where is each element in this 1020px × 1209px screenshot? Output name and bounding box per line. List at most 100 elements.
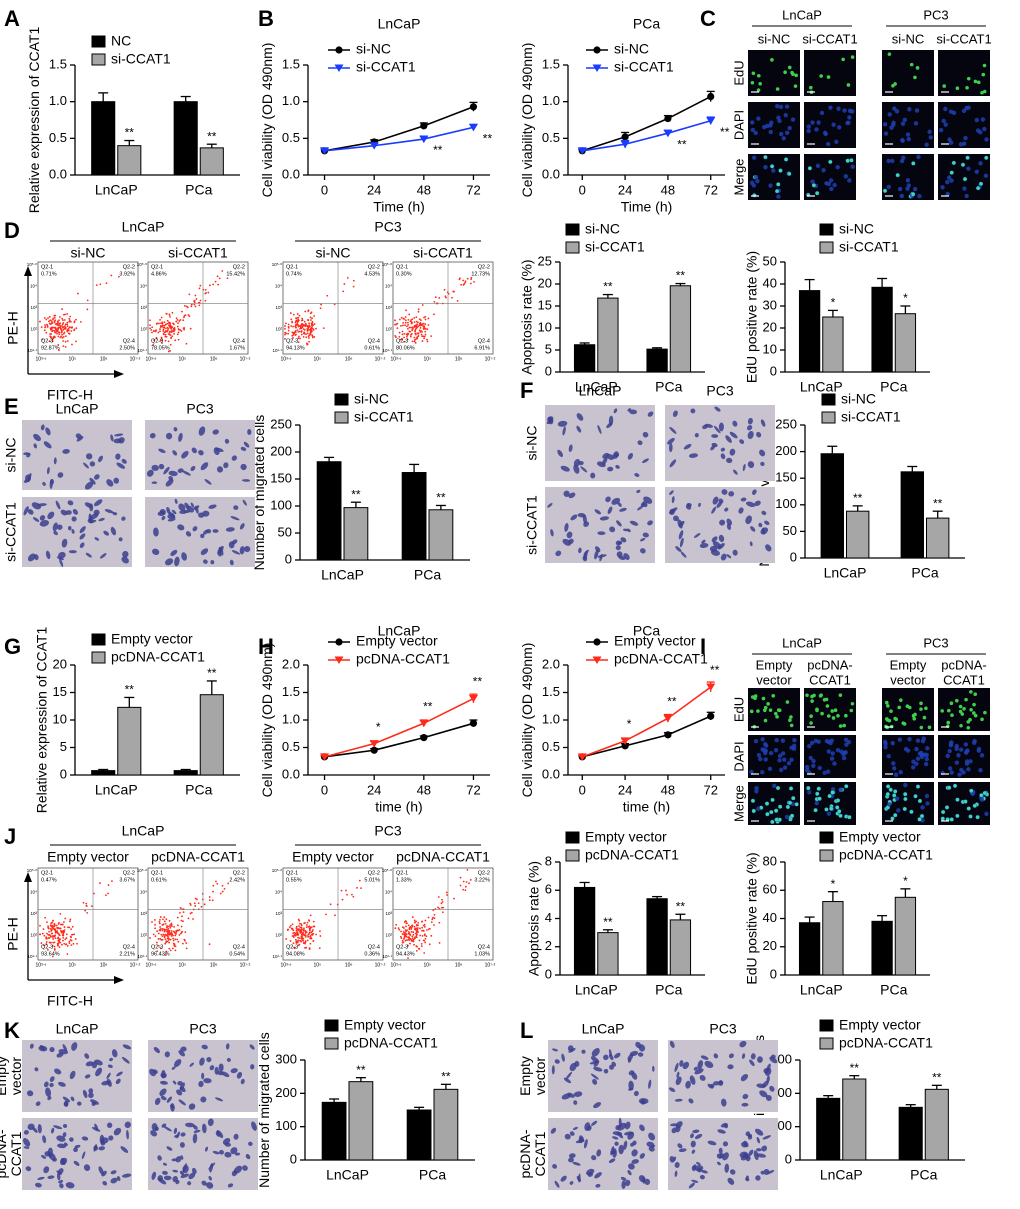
event-dot xyxy=(291,331,294,334)
edu-cell xyxy=(927,725,932,730)
edu-cell xyxy=(765,801,769,806)
stained-cell xyxy=(639,1153,645,1159)
event-dot xyxy=(50,930,53,932)
edu-cell xyxy=(789,715,793,719)
gate-name: Q2-3 xyxy=(151,944,163,950)
stained-cell xyxy=(620,537,627,543)
event-dot xyxy=(291,935,294,937)
arrow-head xyxy=(24,266,32,276)
micrograph xyxy=(804,50,856,96)
legend-label: NC xyxy=(111,33,131,49)
stained-cell xyxy=(200,548,209,556)
edu-cell xyxy=(890,816,895,821)
significance: * xyxy=(903,874,908,888)
event-dot xyxy=(410,319,412,322)
stained-cell xyxy=(49,479,53,489)
stained-cell xyxy=(151,1123,158,1131)
flow-y-tick: 10² xyxy=(275,327,282,332)
event-dot xyxy=(421,323,424,326)
micrograph xyxy=(882,50,934,96)
legend-label: si-CCAT1 xyxy=(585,239,645,255)
stained-cell xyxy=(212,429,219,435)
stained-cell xyxy=(171,1066,176,1070)
stained-cell xyxy=(62,1123,68,1128)
event-dot xyxy=(160,316,163,319)
stained-cell xyxy=(120,1146,129,1153)
column-label: si-CCAT1 xyxy=(802,31,857,46)
event-dot xyxy=(303,320,306,323)
stained-cell xyxy=(190,502,195,508)
edu-cell xyxy=(751,71,756,76)
nucleus xyxy=(883,131,889,136)
event-dot xyxy=(204,288,207,291)
flow-x-tick: 10⁵ xyxy=(179,356,187,362)
stained-cell xyxy=(106,1078,112,1087)
y-tick-label: 1.5 xyxy=(282,56,300,71)
nucleus xyxy=(897,737,903,742)
event-dot xyxy=(53,335,56,338)
edu-cell xyxy=(831,716,836,720)
flow-y-tick: 10³ xyxy=(30,305,37,310)
nucleus xyxy=(750,127,756,133)
stained-cell xyxy=(749,1059,755,1067)
edu-cell xyxy=(945,805,949,810)
stained-cell xyxy=(671,1127,678,1134)
stained-cell xyxy=(599,516,610,521)
stained-cell xyxy=(102,1180,108,1186)
event-dot xyxy=(309,333,312,336)
y-tick-label: 4 xyxy=(545,910,552,925)
edu-cell xyxy=(826,75,831,79)
nucleus xyxy=(905,132,911,137)
stained-cell xyxy=(615,545,621,551)
stained-cell xyxy=(200,462,209,471)
edu-cell xyxy=(947,708,951,713)
nucleus xyxy=(822,770,827,775)
legend-marker xyxy=(593,46,601,54)
flow-y-tick: 10¹·¹ xyxy=(382,348,392,353)
event-dot xyxy=(162,923,165,926)
event-dot xyxy=(212,283,215,286)
event-dot xyxy=(177,940,180,943)
event-dot xyxy=(181,310,183,313)
flow-x-tick: 10⁷·² xyxy=(375,962,386,968)
event-dot xyxy=(309,331,312,334)
edu-cell xyxy=(850,55,855,59)
event-dot xyxy=(47,926,50,929)
event-dot xyxy=(296,313,299,315)
event-dot xyxy=(441,911,444,914)
event-dot xyxy=(469,879,472,881)
event-dot xyxy=(464,280,467,283)
stained-cell xyxy=(190,465,196,472)
row-label: Empty xyxy=(0,1056,9,1096)
stained-cell xyxy=(756,1136,760,1144)
event-dot xyxy=(424,937,427,940)
event-dot xyxy=(415,924,418,927)
nucleus xyxy=(773,747,779,753)
y-tick-label: 6 xyxy=(545,882,552,897)
event-dot xyxy=(309,316,312,319)
event-dot xyxy=(48,320,50,323)
event-dot xyxy=(188,293,191,296)
x-tick-label: LnCaP xyxy=(820,1167,863,1183)
event-dot xyxy=(221,884,224,887)
event-dot xyxy=(423,316,425,319)
event-dot xyxy=(411,329,413,332)
edu-cell xyxy=(976,80,981,85)
event-dot xyxy=(217,283,220,286)
nucleus xyxy=(835,747,841,753)
gate-name: Q2-2 xyxy=(478,264,490,270)
y-tick-label: 20 xyxy=(763,319,777,334)
stained-cell xyxy=(728,491,735,497)
edu-cell xyxy=(844,784,849,789)
stained-cell xyxy=(103,530,110,536)
event-dot xyxy=(68,940,71,943)
event-dot xyxy=(424,333,427,336)
nucleus xyxy=(883,745,888,750)
stained-cell xyxy=(718,534,725,543)
event-dot xyxy=(174,945,177,948)
event-dot xyxy=(438,942,441,944)
event-dot xyxy=(409,330,412,333)
event-dot xyxy=(294,938,297,941)
stained-cell xyxy=(124,1121,131,1129)
stained-cell xyxy=(749,541,753,547)
